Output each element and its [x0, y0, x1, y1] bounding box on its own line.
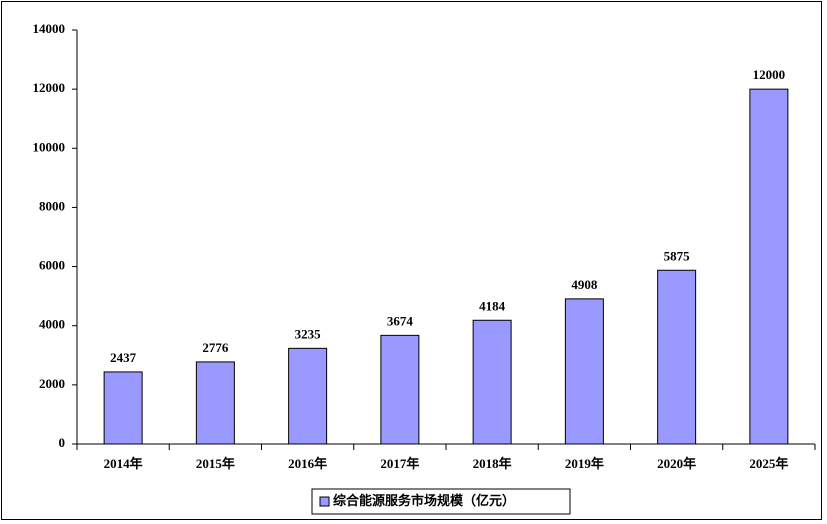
x-tick-label: 2017年 — [380, 456, 419, 471]
data-label: 3235 — [295, 326, 322, 341]
legend-box — [311, 488, 571, 515]
x-tick-label: 2015年 — [196, 456, 235, 471]
bar — [288, 347, 328, 445]
x-tick-label: 2016年 — [288, 456, 327, 471]
data-label: 5875 — [664, 248, 691, 263]
legend: 综合能源服务市场规模（亿元） — [311, 488, 571, 515]
bar — [749, 88, 789, 445]
bar — [380, 334, 420, 445]
data-label: 2776 — [202, 340, 229, 355]
y-tick-label: 10000 — [33, 139, 66, 154]
x-tick-label: 2018年 — [473, 456, 512, 471]
x-tick-label: 2019年 — [565, 456, 604, 471]
y-tick-label: 6000 — [39, 258, 65, 273]
y-tick-label: 4000 — [39, 317, 65, 332]
y-tick-label: 2000 — [39, 376, 65, 391]
y-tick-label: 8000 — [39, 198, 65, 213]
y-tick-label: 14000 — [33, 21, 66, 36]
x-tick-label: 2020年 — [657, 456, 696, 471]
bar — [103, 371, 143, 445]
data-label: 3674 — [387, 313, 414, 328]
bar — [564, 298, 604, 445]
bar — [657, 269, 697, 445]
y-tick-label: 0 — [59, 435, 66, 450]
data-label: 4908 — [571, 277, 598, 292]
data-label: 12000 — [753, 67, 786, 82]
y-tick-label: 12000 — [33, 80, 66, 95]
bar — [195, 361, 235, 445]
data-label: 2437 — [110, 350, 137, 365]
bar — [472, 319, 512, 445]
legend-swatch — [319, 496, 330, 507]
x-tick-label: 2025年 — [749, 456, 788, 471]
legend-label: 综合能源服务市场规模（亿元） — [333, 493, 515, 508]
x-tick-label: 2014年 — [104, 456, 143, 471]
data-label: 4184 — [479, 298, 506, 313]
